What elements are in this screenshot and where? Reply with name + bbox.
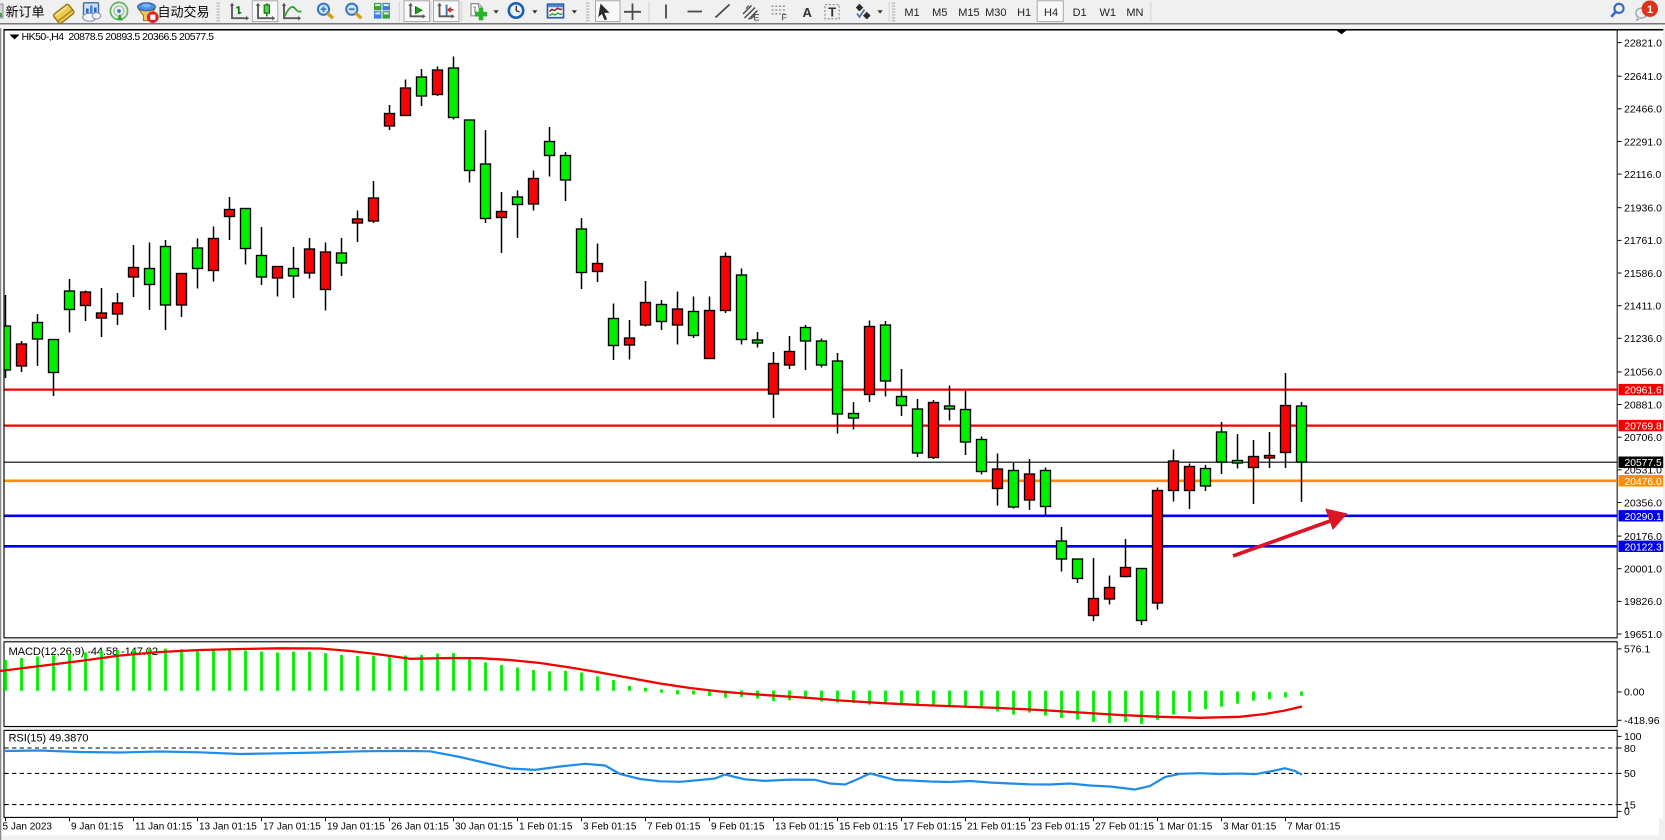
svg-text:M5: M5 [932, 7, 947, 19]
svg-text:新订单: 新订单 [6, 5, 45, 20]
svg-text:1: 1 [1647, 4, 1653, 16]
svg-text:22821.0: 22821.0 [1624, 37, 1662, 49]
svg-text:MACD(12,26,9) -44.58 -147.02: MACD(12,26,9) -44.58 -147.02 [9, 646, 158, 658]
svg-text:F: F [782, 13, 788, 23]
svg-text:M15: M15 [958, 7, 979, 19]
svg-text:21236.0: 21236.0 [1624, 333, 1662, 345]
svg-text:20706.0: 20706.0 [1624, 432, 1662, 444]
svg-text:20356.0: 20356.0 [1624, 497, 1662, 509]
svg-text:0: 0 [1624, 806, 1630, 818]
svg-text:15 Feb 01:15: 15 Feb 01:15 [839, 822, 898, 833]
svg-text:A: A [803, 5, 813, 20]
svg-text:13 Jan 01:15: 13 Jan 01:15 [199, 822, 257, 833]
svg-text:HK50-,H4 20878.5 20893.5 2036: HK50-,H4 20878.5 20893.5 20366.5 20577.5 [22, 31, 215, 43]
svg-text:7 Feb 01:15: 7 Feb 01:15 [647, 822, 701, 833]
svg-text:7 Mar 01:15: 7 Mar 01:15 [1287, 822, 1341, 833]
svg-text:自动交易: 自动交易 [158, 5, 210, 20]
svg-text:23 Feb 01:15: 23 Feb 01:15 [1031, 822, 1090, 833]
svg-text:-418.96: -418.96 [1624, 715, 1660, 727]
svg-text:20769.8: 20769.8 [1625, 422, 1662, 433]
svg-text:T: T [828, 4, 836, 19]
svg-text:21411.0: 21411.0 [1624, 301, 1661, 313]
svg-text:H1: H1 [1017, 7, 1031, 19]
svg-text:80: 80 [1624, 743, 1636, 755]
svg-text:D1: D1 [1073, 7, 1087, 19]
svg-text:22466.0: 22466.0 [1624, 104, 1662, 116]
svg-text:H4: H4 [1044, 7, 1058, 19]
svg-text:15: 15 [1624, 799, 1636, 811]
svg-text:M1: M1 [904, 7, 919, 19]
svg-text:100: 100 [1624, 731, 1642, 743]
svg-text:20001.0: 20001.0 [1624, 564, 1662, 576]
svg-text:20290.1: 20290.1 [1625, 512, 1662, 523]
svg-text:RSI(15) 49.3870: RSI(15) 49.3870 [9, 733, 89, 745]
svg-text:3 Mar 01:15: 3 Mar 01:15 [1223, 822, 1277, 833]
svg-text:21761.0: 21761.0 [1624, 235, 1662, 247]
svg-text:5 Jan 2023: 5 Jan 2023 [3, 822, 53, 833]
svg-text:21586.0: 21586.0 [1624, 268, 1662, 280]
svg-text:17 Jan 01:15: 17 Jan 01:15 [263, 822, 321, 833]
svg-text:30 Jan 01:15: 30 Jan 01:15 [455, 822, 513, 833]
svg-text:11 Jan 01:15: 11 Jan 01:15 [135, 822, 193, 833]
svg-text:0.00: 0.00 [1624, 687, 1645, 699]
svg-text:22641.0: 22641.0 [1624, 71, 1662, 83]
svg-text:27 Feb 01:15: 27 Feb 01:15 [1095, 822, 1154, 833]
svg-text:22116.0: 22116.0 [1624, 169, 1661, 181]
svg-text:576.1: 576.1 [1624, 644, 1650, 656]
svg-text:M30: M30 [985, 7, 1006, 19]
svg-text:20476.0: 20476.0 [1625, 477, 1662, 488]
svg-text:19826.0: 19826.0 [1624, 596, 1662, 608]
svg-text:22291.0: 22291.0 [1624, 136, 1662, 148]
svg-text:21936.0: 21936.0 [1624, 203, 1662, 215]
svg-text:E: E [754, 13, 760, 23]
svg-text:9 Jan 01:15: 9 Jan 01:15 [71, 822, 124, 833]
svg-text:1 Mar 01:15: 1 Mar 01:15 [1159, 822, 1213, 833]
svg-text:17 Feb 01:15: 17 Feb 01:15 [903, 822, 962, 833]
svg-text:W1: W1 [1100, 7, 1117, 19]
svg-text:13 Feb 01:15: 13 Feb 01:15 [775, 822, 834, 833]
svg-text:9 Feb 01:15: 9 Feb 01:15 [711, 822, 765, 833]
svg-text:19651.0: 19651.0 [1624, 629, 1662, 641]
svg-text:21056.0: 21056.0 [1624, 367, 1662, 379]
svg-text:19 Jan 01:15: 19 Jan 01:15 [327, 822, 385, 833]
svg-text:20122.3: 20122.3 [1625, 542, 1662, 553]
svg-text:20577.5: 20577.5 [1625, 458, 1662, 469]
svg-text:20176.0: 20176.0 [1624, 531, 1662, 543]
svg-text:MN: MN [1126, 7, 1143, 19]
svg-text:50: 50 [1624, 768, 1636, 780]
svg-text:20961.6: 20961.6 [1625, 386, 1662, 397]
svg-text:3 Feb 01:15: 3 Feb 01:15 [583, 822, 637, 833]
svg-text:20881.0: 20881.0 [1624, 399, 1662, 411]
svg-text:1 Feb 01:15: 1 Feb 01:15 [519, 822, 573, 833]
svg-text:21 Feb 01:15: 21 Feb 01:15 [967, 822, 1026, 833]
svg-text:26 Jan 01:15: 26 Jan 01:15 [391, 822, 449, 833]
